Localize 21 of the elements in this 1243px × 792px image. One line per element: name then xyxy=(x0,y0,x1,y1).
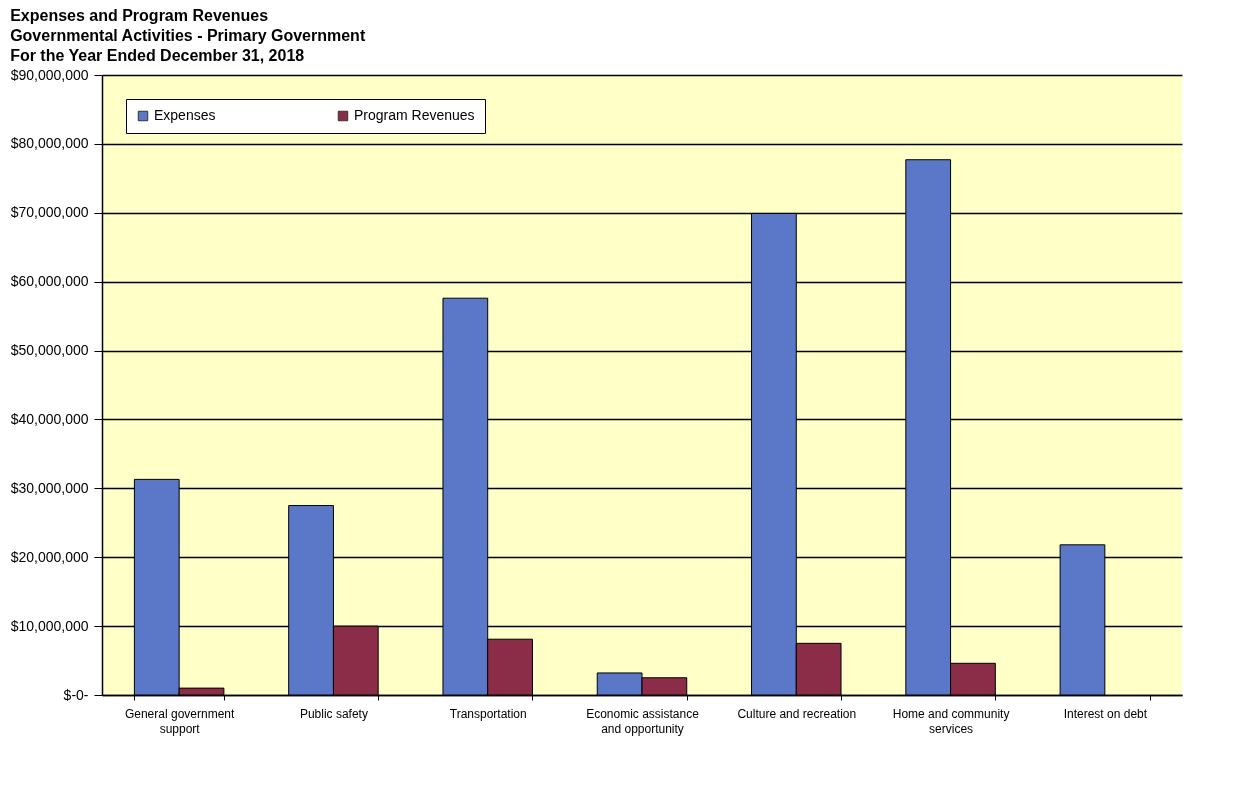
legend-label: Program Revenues xyxy=(354,107,475,123)
y-tick-label: $70,000,000 xyxy=(10,204,89,221)
y-tick-label: $60,000,000 xyxy=(10,273,89,290)
y-tick-label: $-0- xyxy=(63,686,89,703)
x-tick-label: Culture and recreation xyxy=(737,706,857,721)
y-tick-label: $80,000,000 xyxy=(10,135,89,152)
legend-label: Expenses xyxy=(154,107,216,123)
x-tick-label: Public safety xyxy=(299,706,368,721)
y-tick-label: $40,000,000 xyxy=(10,410,89,427)
x-tick-label: Transportation xyxy=(449,706,527,721)
y-tick-label: $30,000,000 xyxy=(10,479,89,496)
x-tick-label: Home and community services xyxy=(892,706,1010,736)
y-tick-label: $20,000,000 xyxy=(10,548,89,565)
y-tick-label: $90,000,000 xyxy=(10,66,89,83)
x-tick-label: Interest on debt xyxy=(1063,706,1148,721)
x-tick-label: Economic assistance and opportunity xyxy=(586,706,700,736)
chart-title: Expenses and Program Revenues xyxy=(10,7,269,24)
x-tick-label: General government support xyxy=(124,706,235,736)
y-tick-label: $10,000,000 xyxy=(10,617,89,634)
chart-subtitle: Governmental Activities - Primary Government For the Year Ended December 31, 2018 xyxy=(10,27,366,64)
y-tick-label: $50,000,000 xyxy=(10,342,89,359)
